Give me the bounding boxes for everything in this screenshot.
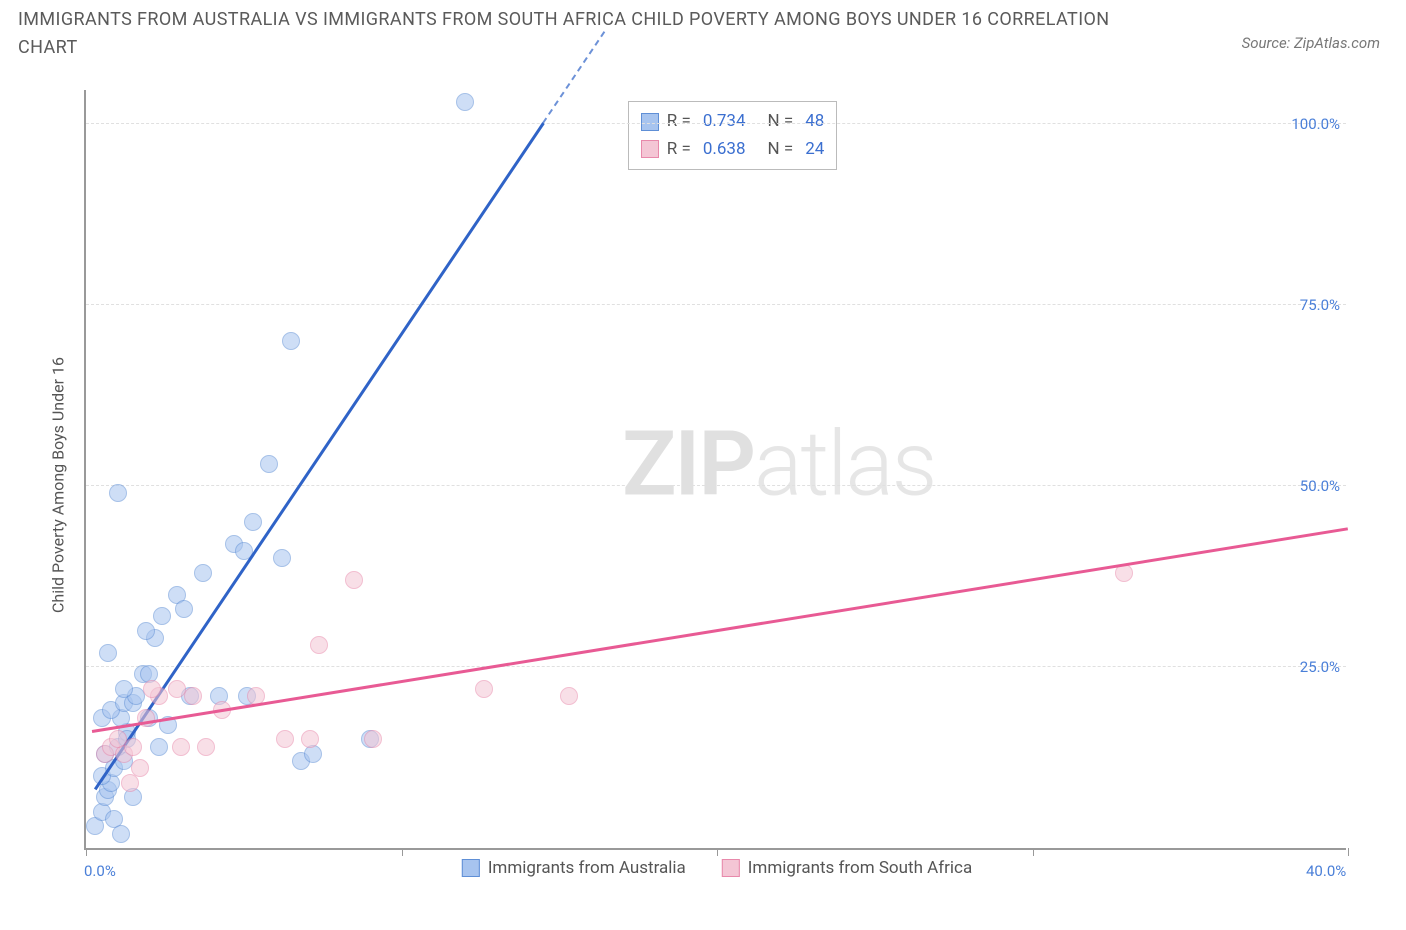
scatter-point <box>345 571 363 589</box>
y-axis-label: Child Poverty Among Boys Under 16 <box>49 357 68 613</box>
legend-item: Immigrants from Australia <box>462 858 686 878</box>
scatter-point <box>137 622 155 640</box>
stat-n: 48 <box>805 108 824 135</box>
legend-label: Immigrants from Australia <box>488 858 686 878</box>
stat-n: 24 <box>805 136 824 163</box>
chart-title: IMMIGRANTS FROM AUSTRALIA VS IMMIGRANTS … <box>18 6 1138 62</box>
correlation-stats-box: R = 0.734 N = 48 R = 0.638 N = 24 <box>628 101 838 169</box>
scatter-point <box>456 93 474 111</box>
grid-line <box>86 666 1346 667</box>
scatter-point <box>282 332 300 350</box>
stats-row: R = 0.638 N = 24 <box>641 136 825 163</box>
scatter-plot: ZIPatlas R = 0.734 N = 48 R = 0.638 N = 24 25.0… <box>84 90 1346 850</box>
legend-item: Immigrants from South Africa <box>722 858 972 878</box>
scatter-point <box>301 730 319 748</box>
scatter-point <box>143 680 161 698</box>
stat-label: R = <box>667 136 691 163</box>
stat-r: 0.734 <box>703 108 746 135</box>
x-tick <box>717 848 718 856</box>
series-swatch <box>641 140 659 158</box>
y-tick-label: 25.0% <box>1300 658 1340 676</box>
series-swatch <box>641 113 659 131</box>
grid-line <box>86 485 1346 486</box>
legend: Immigrants from Australia Immigrants from… <box>462 858 972 878</box>
scatter-point <box>310 636 328 654</box>
x-tick-label: 0.0% <box>84 862 116 880</box>
legend-label: Immigrants from South Africa <box>748 858 972 878</box>
scatter-point <box>115 680 133 698</box>
x-tick <box>86 848 87 856</box>
scatter-point <box>121 774 139 792</box>
stat-label: N = <box>768 136 794 163</box>
scatter-point <box>194 564 212 582</box>
x-tick-label: 40.0% <box>1306 862 1346 880</box>
scatter-point <box>273 549 291 567</box>
scatter-point <box>184 687 202 705</box>
chart-area: Child Poverty Among Boys Under 16 ZIPatl… <box>48 90 1386 880</box>
stat-r: 0.638 <box>703 136 746 163</box>
series-swatch <box>462 859 480 877</box>
scatter-point <box>175 600 193 618</box>
y-tick-label: 100.0% <box>1291 115 1340 133</box>
x-tick <box>402 848 403 856</box>
scatter-point <box>109 484 127 502</box>
source-citation: Source: ZipAtlas.com <box>1242 34 1380 52</box>
y-tick-label: 50.0% <box>1300 477 1340 495</box>
y-tick-label: 75.0% <box>1300 296 1340 314</box>
scatter-point <box>560 687 578 705</box>
x-tick <box>1033 848 1034 856</box>
grid-line <box>86 123 1346 124</box>
series-swatch <box>722 859 740 877</box>
scatter-point <box>112 825 130 843</box>
scatter-point <box>475 680 493 698</box>
scatter-point <box>124 738 142 756</box>
scatter-point <box>99 644 117 662</box>
scatter-point <box>153 607 171 625</box>
scatter-point <box>172 738 190 756</box>
grid-line <box>86 304 1346 305</box>
stat-label: R = <box>667 108 691 135</box>
x-tick <box>1348 848 1349 856</box>
scatter-point <box>364 730 382 748</box>
scatter-point <box>150 738 168 756</box>
watermark: ZIPatlas <box>622 411 935 516</box>
stat-label: N = <box>768 108 794 135</box>
scatter-point <box>276 730 294 748</box>
scatter-point <box>260 455 278 473</box>
scatter-point <box>244 513 262 531</box>
stats-row: R = 0.734 N = 48 <box>641 108 825 135</box>
scatter-point <box>197 738 215 756</box>
